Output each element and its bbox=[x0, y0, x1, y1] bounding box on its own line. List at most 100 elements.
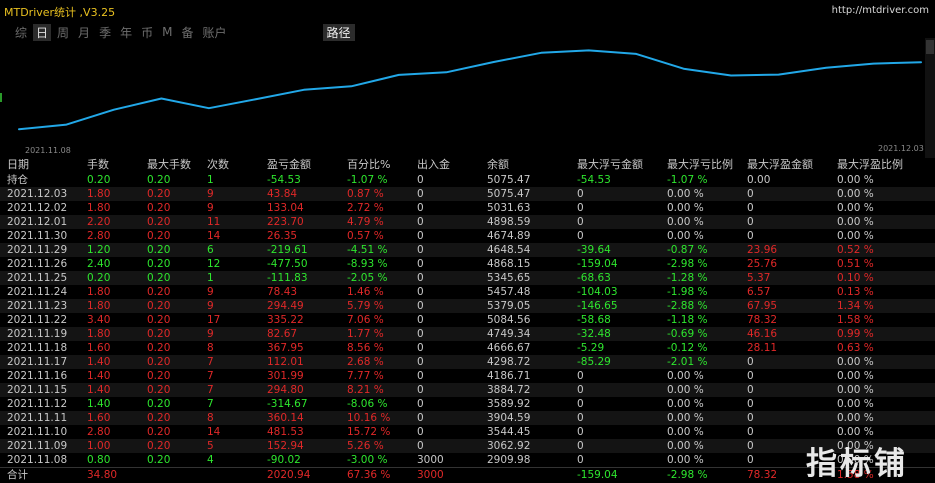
cell-flow: 0 bbox=[417, 328, 424, 340]
cell-mfp: 0 bbox=[747, 412, 754, 424]
column-header-flow[interactable]: 出入金 bbox=[417, 158, 450, 171]
cell-lots: 1.40 bbox=[87, 384, 111, 396]
cell-flow: 0 bbox=[417, 258, 424, 270]
cell-mfpp: 0.51 % bbox=[837, 258, 874, 270]
cell-mfl: -68.63 bbox=[577, 272, 611, 284]
table-row[interactable]: 2021.11.10 2.80 0.20 14 481.53 15.72 % 0 3544.4… bbox=[0, 425, 935, 439]
table-row[interactable]: 2021.11.22 3.40 0.20 17 335.22 7.06 % 0 5084.56… bbox=[0, 313, 935, 327]
table-row[interactable]: 2021.11.17 1.40 0.20 7 112.01 2.68 % 0 4298.72 -… bbox=[0, 355, 935, 369]
cell-mfpp: 0.52 % bbox=[837, 244, 874, 256]
cell-max: 0.20 bbox=[147, 300, 171, 312]
cell-flow: 0 bbox=[417, 398, 424, 410]
tab-1[interactable]: 日 bbox=[33, 23, 52, 41]
cell-date: 2021.11.19 bbox=[7, 328, 68, 340]
table-row[interactable]: 2021.11.18 1.60 0.20 8 367.95 8.56 % 0 4666.67 -… bbox=[0, 341, 935, 355]
table-row[interactable]: 2021.11.11 1.60 0.20 8 360.14 10.16 % 0 3904.59… bbox=[0, 411, 935, 425]
table-row[interactable]: 2021.11.29 1.20 0.20 6 -219.61 -4.51 % 0 4648.5… bbox=[0, 243, 935, 257]
table-row[interactable]: 2021.11.26 2.40 0.20 12 -477.50 -8.93 % 0 4868.… bbox=[0, 257, 935, 271]
cell-cnt: 9 bbox=[207, 286, 214, 298]
cell-flow: 0 bbox=[417, 300, 424, 312]
column-header-cnt[interactable]: 次数 bbox=[207, 158, 229, 171]
table-row[interactable]: 2021.11.25 0.20 0.20 1 -111.83 -2.05 % 0 5345.6… bbox=[0, 271, 935, 285]
cell-mfl: -85.29 bbox=[577, 356, 611, 368]
column-header-pnl[interactable]: 盈亏金额 bbox=[267, 158, 311, 171]
cell-max: 0.20 bbox=[147, 314, 171, 326]
cell-date: 2021.11.09 bbox=[7, 440, 68, 452]
tab-9[interactable]: 账户 bbox=[202, 25, 227, 40]
column-header-date[interactable]: 日期 bbox=[7, 158, 29, 171]
table-row[interactable]: 2021.12.01 2.20 0.20 11 223.70 4.79 % 0 4898.59… bbox=[0, 215, 935, 229]
tab-2[interactable]: 周 bbox=[57, 25, 70, 40]
table-row[interactable]: 2021.11.16 1.40 0.20 7 301.99 7.77 % 0 4186.71 0… bbox=[0, 369, 935, 383]
table-row[interactable]: 2021.11.08 0.80 0.20 4 -90.02 -3.00 % 3000 2909… bbox=[0, 453, 935, 467]
column-header-bal[interactable]: 余额 bbox=[487, 158, 509, 171]
cell-cnt: 8 bbox=[207, 342, 214, 354]
cell-pnl: -477.50 bbox=[267, 258, 308, 270]
tab-8[interactable]: 备 bbox=[181, 25, 194, 40]
tab-5[interactable]: 年 bbox=[120, 25, 133, 40]
tab-0[interactable]: 综 bbox=[15, 25, 28, 40]
cell-max: 0.20 bbox=[147, 384, 171, 396]
tab-path[interactable]: 路径 bbox=[322, 23, 355, 41]
cell-max: 0.20 bbox=[147, 370, 171, 382]
cell-pnl: 133.04 bbox=[267, 202, 304, 214]
table-row[interactable]: 2021.11.12 1.40 0.20 7 -314.67 -8.06 % 0 3589.9… bbox=[0, 397, 935, 411]
cell-lots: 1.80 bbox=[87, 300, 111, 312]
cell-lots: 1.40 bbox=[87, 398, 111, 410]
table-row[interactable]: 2021.11.24 1.80 0.20 9 78.43 1.46 % 0 5457.48 -1… bbox=[0, 285, 935, 299]
column-header-mfl[interactable]: 最大浮亏金额 bbox=[577, 158, 643, 171]
cell-pct: -8.06 % bbox=[347, 398, 388, 410]
cell-mfpp: 0.00 % bbox=[837, 412, 874, 424]
cell-bal: 3904.59 bbox=[487, 412, 531, 424]
cell-cnt: 14 bbox=[207, 230, 221, 242]
table-row[interactable]: 2021.12.03 1.80 0.20 9 43.84 0.87 % 0 5075.47 0 0… bbox=[0, 187, 935, 201]
table-row[interactable]: 2021.11.19 1.80 0.20 9 82.67 1.77 % 0 4749.34 -3… bbox=[0, 327, 935, 341]
cell-date: 2021.11.11 bbox=[7, 412, 68, 424]
cell-cnt: 17 bbox=[207, 314, 221, 326]
cell-pnl: -314.67 bbox=[267, 398, 308, 410]
tab-6[interactable]: 币 bbox=[141, 25, 154, 40]
cell-pct: 4.79 % bbox=[347, 216, 384, 228]
scrollbar-thumb[interactable] bbox=[926, 40, 934, 54]
cell-bal: 4868.15 bbox=[487, 258, 531, 270]
cell-pnl: 78.43 bbox=[267, 286, 298, 298]
table-row[interactable]: 2021.11.09 1.00 0.20 5 152.94 5.26 % 0 3062.92 0… bbox=[0, 439, 935, 453]
cell-pct: 1.46 % bbox=[347, 286, 384, 298]
website-link[interactable]: http://mtdriver.com bbox=[831, 5, 929, 16]
column-header-mflp[interactable]: 最大浮亏比例 bbox=[667, 158, 733, 171]
cell-mfpp: 0.00 % bbox=[837, 216, 874, 228]
cell-bal: 4898.59 bbox=[487, 216, 531, 228]
table-row[interactable]: 2021.11.23 1.80 0.20 9 294.49 5.79 % 0 5379.05 -… bbox=[0, 299, 935, 313]
column-header-lots[interactable]: 手数 bbox=[87, 158, 109, 171]
tab-3[interactable]: 月 bbox=[78, 25, 91, 40]
cell-lots: 1.60 bbox=[87, 342, 111, 354]
cell-max: 0.20 bbox=[147, 412, 171, 424]
cell-mfpp: 0.00 % bbox=[837, 454, 874, 466]
cell-bal: 5345.65 bbox=[487, 272, 531, 284]
tab-7[interactable]: M bbox=[162, 25, 173, 39]
cell-flow: 0 bbox=[417, 426, 424, 438]
cell-date: 2021.11.29 bbox=[7, 244, 68, 256]
cell-lots: 0.20 bbox=[87, 174, 111, 186]
cell-pnl: 360.14 bbox=[267, 412, 304, 424]
column-header-pct[interactable]: 百分比% bbox=[347, 158, 391, 171]
cell-mfl: -39.64 bbox=[577, 244, 611, 256]
cell-pct: 8.56 % bbox=[347, 342, 384, 354]
total-mflp: -2.98 % bbox=[667, 469, 708, 481]
table-row[interactable]: 2021.11.15 1.40 0.20 7 294.80 8.21 % 0 3884.72 0… bbox=[0, 383, 935, 397]
cell-mfp: 0 bbox=[747, 188, 754, 200]
table-row[interactable]: 2021.11.30 2.80 0.20 14 26.35 0.57 % 0 4674.89 0… bbox=[0, 229, 935, 243]
table-row[interactable]: 2021.12.02 1.80 0.20 9 133.04 2.72 % 0 5031.63 0… bbox=[0, 201, 935, 215]
table-row[interactable]: 持仓 0.20 0.20 1 -54.53 -1.07 % 0 5075.47 -54.53 -1… bbox=[0, 173, 935, 187]
cell-pct: 5.79 % bbox=[347, 300, 384, 312]
chart-scrollbar[interactable] bbox=[925, 38, 935, 158]
cell-mfl: 0 bbox=[577, 202, 584, 214]
column-header-mfpp[interactable]: 最大浮盈比例 bbox=[837, 158, 903, 171]
column-header-max[interactable]: 最大手数 bbox=[147, 158, 191, 171]
cell-lots: 0.80 bbox=[87, 454, 111, 466]
tab-4[interactable]: 季 bbox=[99, 25, 112, 40]
column-header-mfp[interactable]: 最大浮盈金额 bbox=[747, 158, 813, 171]
cell-mfl: 0 bbox=[577, 454, 584, 466]
cell-lots: 1.40 bbox=[87, 370, 111, 382]
cell-mfp: 0 bbox=[747, 384, 754, 396]
